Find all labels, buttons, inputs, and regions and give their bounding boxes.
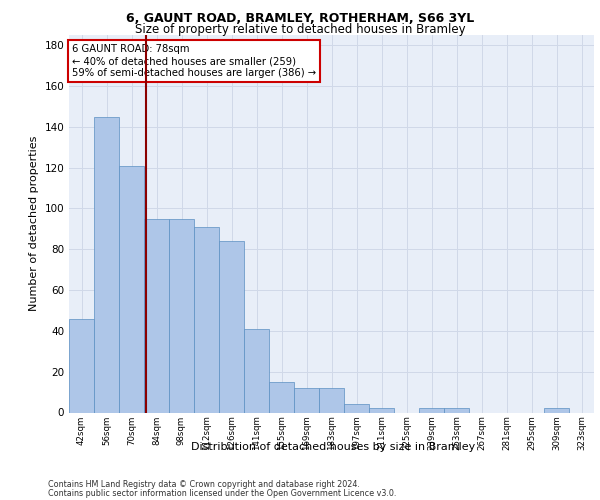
Bar bbox=[369, 408, 394, 412]
Bar bbox=[444, 408, 469, 412]
Y-axis label: Number of detached properties: Number of detached properties bbox=[29, 136, 39, 312]
Text: Size of property relative to detached houses in Bramley: Size of property relative to detached ho… bbox=[134, 22, 466, 36]
Text: 6 GAUNT ROAD: 78sqm
← 40% of detached houses are smaller (259)
59% of semi-detac: 6 GAUNT ROAD: 78sqm ← 40% of detached ho… bbox=[71, 44, 316, 78]
Bar bbox=[194, 227, 219, 412]
Bar bbox=[119, 166, 144, 412]
Bar bbox=[94, 116, 119, 412]
Text: Contains HM Land Registry data © Crown copyright and database right 2024.: Contains HM Land Registry data © Crown c… bbox=[48, 480, 360, 489]
Bar bbox=[294, 388, 319, 412]
Bar bbox=[219, 241, 244, 412]
Text: 6, GAUNT ROAD, BRAMLEY, ROTHERHAM, S66 3YL: 6, GAUNT ROAD, BRAMLEY, ROTHERHAM, S66 3… bbox=[126, 12, 474, 26]
Bar bbox=[169, 218, 194, 412]
Text: Contains public sector information licensed under the Open Government Licence v3: Contains public sector information licen… bbox=[48, 488, 397, 498]
Bar bbox=[69, 318, 94, 412]
Text: Distribution of detached houses by size in Bramley: Distribution of detached houses by size … bbox=[191, 442, 475, 452]
Bar bbox=[344, 404, 369, 412]
Bar bbox=[419, 408, 444, 412]
Bar bbox=[319, 388, 344, 412]
Bar bbox=[244, 329, 269, 412]
Bar bbox=[144, 218, 169, 412]
Bar bbox=[544, 408, 569, 412]
Bar bbox=[269, 382, 294, 412]
